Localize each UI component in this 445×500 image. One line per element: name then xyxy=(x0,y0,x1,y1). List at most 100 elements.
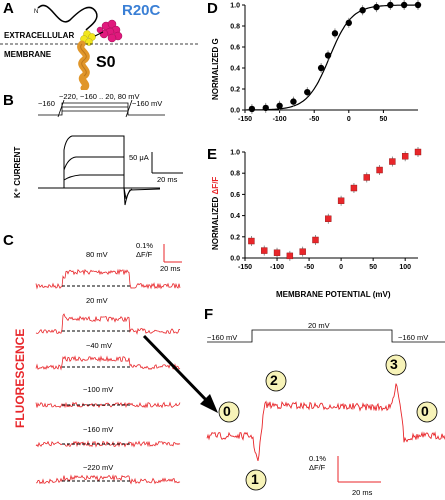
e-xlabel: MEMBRANE POTENTIAL (mV) xyxy=(276,290,391,299)
data-point xyxy=(373,3,380,11)
y-tick-label: 0.4 xyxy=(230,66,240,73)
f-hold2-label: −160 mV xyxy=(398,333,429,342)
data-point xyxy=(262,104,269,112)
b-steps-label: −220, −160 .. 20, 80 mV xyxy=(59,92,140,101)
b-hold1-label: −160 xyxy=(38,99,55,108)
data-point xyxy=(276,102,283,110)
x-tick-label: 100 xyxy=(399,264,411,271)
y-tick-label: 0.8 xyxy=(230,171,240,178)
data-point xyxy=(359,7,366,14)
data-point xyxy=(337,197,345,204)
f-hold1-label: −160 mV xyxy=(207,333,238,342)
membrane-label: MEMBRANE xyxy=(4,50,52,59)
x-tick-label: 50 xyxy=(369,264,377,271)
data-point xyxy=(317,64,325,72)
f-scale-time: 20 ms xyxy=(352,488,373,497)
b-scale-current: 50 μA xyxy=(129,153,149,162)
data-point xyxy=(376,166,383,174)
data-point xyxy=(350,184,358,192)
data-point xyxy=(401,153,409,160)
y-tick-label: 0.0 xyxy=(230,108,240,115)
data-point xyxy=(299,248,306,255)
data-point xyxy=(414,1,422,9)
n-terminus-label: N xyxy=(34,9,39,15)
f-scale-df: 0.1% xyxy=(309,454,327,463)
data-point xyxy=(331,30,339,37)
trace-label: −100 mV xyxy=(83,385,114,394)
data-point xyxy=(400,1,408,9)
data-point xyxy=(248,105,256,113)
data-point xyxy=(389,158,396,165)
trace-label: −40 mV xyxy=(86,341,113,350)
s0-label: S0 xyxy=(96,54,116,71)
data-point xyxy=(273,249,281,256)
y-tick-label: 0.2 xyxy=(230,234,240,241)
f-scale-df-unit: ΔF/F xyxy=(309,463,326,472)
trace-label: 20 mV xyxy=(86,296,108,305)
fluorescence-trace xyxy=(35,355,181,371)
panel-letter-c: C xyxy=(3,232,14,249)
data-point xyxy=(261,247,268,254)
data-point xyxy=(363,174,370,181)
y-tick-label: 0.4 xyxy=(230,213,240,220)
fluorescence-trace-f xyxy=(206,383,445,462)
data-point xyxy=(345,19,352,27)
c-scale-df-unit: ΔF/F xyxy=(136,250,153,259)
data-point xyxy=(312,236,319,244)
x-tick-label: -100 xyxy=(273,116,287,123)
x-tick-label: -100 xyxy=(270,264,284,271)
c-scale-df: 0.1% xyxy=(136,241,154,250)
y-tick-label: 0.2 xyxy=(230,87,240,94)
mutation-label: R20C xyxy=(122,2,161,19)
data-point xyxy=(286,252,294,260)
f-step-label: 20 mV xyxy=(308,321,330,330)
x-tick-label: -150 xyxy=(238,264,252,271)
y-tick-label: 1.0 xyxy=(230,3,240,10)
fluorescence-trace xyxy=(35,313,181,335)
extracellular-label: EXTRACELLULAR xyxy=(4,31,75,40)
trace-label: −220 mV xyxy=(83,463,114,472)
y-tick-label: 0.6 xyxy=(230,45,240,52)
data-point xyxy=(387,1,394,9)
panel-a-illustration xyxy=(0,4,200,90)
marker-1: 1 xyxy=(251,471,259,487)
y-tick-label: 0.6 xyxy=(230,192,240,199)
fluorescence-trace xyxy=(35,474,181,485)
panel-letter-d: D xyxy=(207,0,218,17)
data-point xyxy=(290,98,297,105)
y-tick-label: 0.0 xyxy=(230,256,240,263)
panel-letter-b: B xyxy=(3,92,14,109)
panel-letter-a: A xyxy=(3,0,14,17)
data-point xyxy=(324,52,332,59)
x-tick-label: 0 xyxy=(347,116,351,123)
marker-0-left: 0 xyxy=(223,403,231,419)
y-tick-label: 0.8 xyxy=(230,24,240,31)
data-point xyxy=(248,237,255,245)
y-tick-label: 1.0 xyxy=(230,150,240,157)
c-scale-time: 20 ms xyxy=(160,264,181,273)
fluorescence-trace xyxy=(35,268,181,290)
trace-label: −160 mV xyxy=(83,425,114,434)
panel-letter-e: E xyxy=(207,146,218,163)
data-point xyxy=(414,148,422,156)
fluorescence-trace xyxy=(35,401,181,409)
x-tick-label: -150 xyxy=(238,116,252,123)
marker-0-right: 0 xyxy=(421,403,429,419)
data-point xyxy=(304,88,311,96)
x-tick-label: 0 xyxy=(339,264,343,271)
fluorescence-trace xyxy=(35,440,181,448)
b-scale-time: 20 ms xyxy=(157,175,178,184)
x-tick-label: -50 xyxy=(304,264,314,271)
x-tick-label: -50 xyxy=(309,116,319,123)
panel-letter-f: F xyxy=(204,306,214,323)
x-tick-label: 50 xyxy=(380,116,388,123)
marker-3: 3 xyxy=(390,356,398,372)
